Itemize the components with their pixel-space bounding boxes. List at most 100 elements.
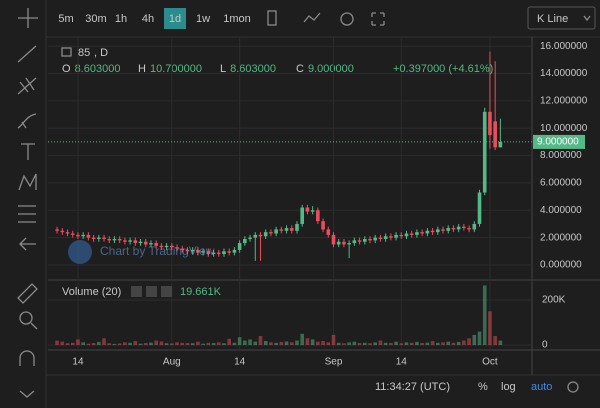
resolution: , D — [94, 47, 108, 59]
style-dropdown-label[interactable]: K Line — [537, 13, 568, 25]
y-tick-label: 16.000000 — [540, 41, 588, 52]
volume-bar — [91, 343, 96, 346]
candle-body — [138, 241, 143, 244]
volume-bar — [498, 340, 503, 346]
volume-bar — [97, 341, 101, 346]
volume-bar — [237, 337, 242, 346]
zoom-handle[interactable] — [30, 322, 38, 330]
clock: 11:34:27 (UTC) — [375, 381, 450, 393]
volume-bar — [284, 341, 289, 346]
volume-bar — [133, 340, 138, 346]
ruler-tool[interactable] — [17, 283, 38, 304]
auto-toggle[interactable]: auto — [531, 381, 552, 393]
percent-toggle[interactable]: % — [478, 381, 488, 393]
log-toggle[interactable]: log — [501, 381, 516, 393]
volume-bar — [415, 341, 419, 346]
candle-body — [154, 243, 158, 246]
y-tick-label: 12.000000 — [540, 96, 588, 107]
pattern-tool[interactable] — [18, 173, 37, 191]
volume-bar — [117, 343, 122, 346]
candle-body — [274, 229, 278, 234]
volume-btn[interactable] — [146, 286, 157, 297]
candle-body — [86, 234, 91, 238]
candle-body — [326, 229, 331, 235]
candle-body — [123, 240, 127, 242]
candle-style-icon[interactable] — [267, 10, 277, 26]
style-dropdown[interactable] — [527, 6, 596, 30]
ohlc-item: O 8.603000 — [62, 63, 120, 75]
interval-button[interactable]: 1mon — [223, 13, 251, 25]
volume-btn[interactable] — [161, 286, 172, 297]
fullscreen-icon[interactable] — [371, 12, 385, 26]
candle-body — [91, 237, 96, 239]
drawing-tools[interactable] — [17, 8, 38, 398]
interval-button[interactable]: 4h — [142, 13, 154, 25]
y2-tick-label: 0 — [542, 340, 548, 351]
back-tool[interactable] — [19, 237, 36, 251]
volume-bar — [232, 342, 237, 346]
volume-bar — [170, 343, 174, 346]
interval-button[interactable]: 1d — [169, 13, 181, 25]
volume-bar — [279, 341, 284, 346]
y-tick-label: 2.000000 — [540, 232, 582, 243]
volume-bar — [289, 342, 294, 346]
candle-body — [331, 234, 336, 245]
candle-body — [269, 232, 273, 234]
volume-bar — [211, 343, 216, 346]
candle-body — [310, 210, 315, 212]
candle-body — [336, 241, 341, 245]
candle-body — [60, 230, 65, 233]
watermark: Chart by TradingView — [100, 244, 215, 258]
volume-bar — [425, 342, 430, 346]
zoom-tool[interactable] — [19, 311, 33, 325]
candle-body — [295, 223, 299, 231]
candle-body — [227, 251, 231, 253]
volume-bar — [441, 342, 445, 346]
line-style-icon[interactable] — [303, 12, 321, 23]
text-tool[interactable] — [21, 143, 35, 160]
volume-bar — [488, 311, 492, 346]
volume-bar — [269, 342, 273, 346]
magnet-tool[interactable] — [19, 350, 35, 366]
volume-bar — [185, 343, 190, 346]
symbol-icon — [61, 47, 72, 57]
interval-button[interactable]: 1h — [115, 13, 127, 25]
volume-bar — [60, 341, 65, 346]
settings-icon[interactable] — [340, 12, 354, 26]
volume-bar — [65, 343, 70, 346]
collapse-tool[interactable] — [19, 390, 35, 398]
interval-button[interactable]: 5m — [58, 13, 73, 25]
interval-button[interactable]: 1w — [196, 13, 210, 25]
symbol: 85 — [78, 47, 90, 59]
volume-bar — [404, 342, 409, 346]
candle-body — [368, 238, 372, 241]
x-tick-label: Oct — [482, 357, 498, 368]
volume-bar — [310, 339, 315, 346]
candle-body — [394, 234, 398, 238]
x-tick-label: 14 — [234, 357, 246, 368]
interval-button[interactable]: 30m — [85, 13, 106, 25]
volume-bar — [477, 331, 482, 346]
ohlc-value: 8.603000 — [75, 63, 121, 75]
brush-tool[interactable] — [17, 113, 37, 129]
volume-btn[interactable] — [131, 286, 142, 297]
prediction-tool[interactable] — [18, 205, 36, 223]
ohlc-label: L — [220, 63, 226, 75]
crosshair-tool[interactable] — [18, 8, 38, 28]
trend-line-tool[interactable] — [17, 45, 37, 63]
candle-body — [128, 240, 132, 242]
volume-bar — [206, 342, 211, 346]
candle-body — [441, 229, 445, 231]
candle-body — [451, 228, 456, 230]
volume-bar — [201, 343, 205, 346]
candle-body — [222, 251, 226, 255]
candle-body — [316, 210, 320, 222]
change: +0.397000 (+4.61%) — [393, 63, 493, 75]
candle-body — [284, 228, 289, 231]
candle-body — [373, 237, 378, 241]
volume-bar — [128, 342, 132, 346]
status-settings[interactable] — [567, 381, 579, 393]
candle-body — [248, 237, 252, 239]
fib-tool[interactable] — [17, 77, 37, 95]
volume-bar — [258, 336, 263, 346]
